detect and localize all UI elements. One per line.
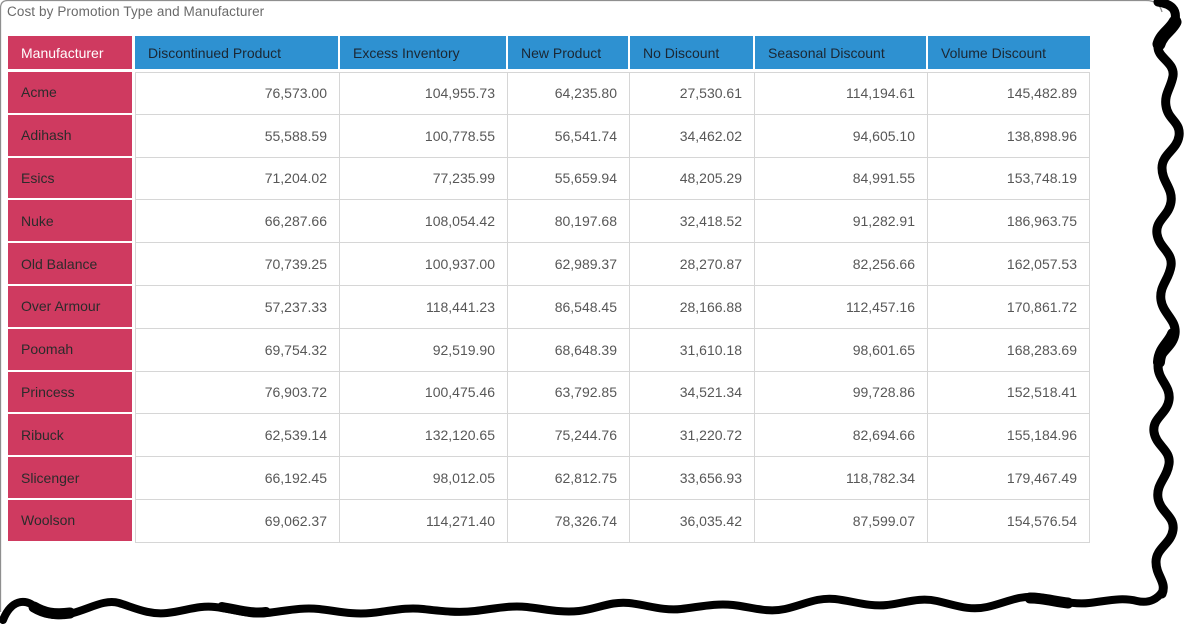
value-cell: 100,937.00 (340, 243, 508, 286)
value-cell: 66,287.66 (135, 200, 340, 244)
row-header: Nuke (8, 200, 135, 244)
value-cell: 104,955.73 (340, 72, 508, 115)
column-header: Volume Discount (928, 36, 1090, 72)
value-cell: 154,576.54 (928, 499, 1090, 543)
value-cell: 70,739.25 (135, 243, 340, 286)
value-cell: 76,573.00 (135, 72, 340, 115)
value-cell: 31,220.72 (630, 414, 755, 458)
value-cell: 55,659.94 (508, 157, 630, 201)
value-cell: 132,120.65 (340, 414, 508, 458)
value-cell: 33,656.93 (630, 457, 755, 500)
row-header: Poomah (8, 328, 135, 372)
value-cell: 145,482.89 (928, 72, 1090, 115)
value-cell: 162,057.53 (928, 243, 1090, 286)
value-cell: 186,963.75 (928, 200, 1090, 244)
value-cell: 71,204.02 (135, 157, 340, 201)
value-cell: 80,197.68 (508, 200, 630, 244)
value-cell: 78,326.74 (508, 499, 630, 543)
column-header: Seasonal Discount (755, 36, 928, 72)
value-cell: 68,648.39 (508, 328, 630, 372)
value-cell: 179,467.49 (928, 457, 1090, 500)
pivot-table: Manufacturer Discontinued Product Excess I… (8, 36, 1090, 543)
row-header: Over Armour (8, 285, 135, 329)
column-header: Excess Inventory (340, 36, 508, 72)
value-cell: 82,256.66 (755, 243, 928, 286)
value-cell: 138,898.96 (928, 114, 1090, 158)
value-cell: 34,462.02 (630, 114, 755, 158)
value-cell: 64,235.80 (508, 72, 630, 115)
value-cell: 168,283.69 (928, 328, 1090, 372)
row-header: Woolson (8, 499, 135, 543)
value-cell: 69,062.37 (135, 499, 340, 543)
value-cell: 75,244.76 (508, 414, 630, 458)
value-cell: 98,012.05 (340, 457, 508, 500)
value-cell: 62,989.37 (508, 243, 630, 286)
value-cell: 92,519.90 (340, 328, 508, 372)
column-header: New Product (508, 36, 630, 72)
value-cell: 100,778.55 (340, 114, 508, 158)
row-header: Ribuck (8, 414, 135, 458)
value-cell: 62,812.75 (508, 457, 630, 500)
value-cell: 108,054.42 (340, 200, 508, 244)
value-cell: 153,748.19 (928, 157, 1090, 201)
value-cell: 118,782.34 (755, 457, 928, 500)
value-cell: 118,441.23 (340, 285, 508, 329)
value-cell: 28,270.87 (630, 243, 755, 286)
value-cell: 114,194.61 (755, 72, 928, 115)
value-cell: 155,184.96 (928, 414, 1090, 458)
value-cell: 94,605.10 (755, 114, 928, 158)
row-header: Acme (8, 72, 135, 115)
value-cell: 48,205.29 (630, 157, 755, 201)
row-header-column-label: Manufacturer (8, 36, 135, 72)
value-cell: 114,271.40 (340, 499, 508, 543)
row-header: Princess (8, 371, 135, 415)
value-cell: 34,521.34 (630, 371, 755, 415)
value-cell: 36,035.42 (630, 499, 755, 543)
value-cell: 56,541.74 (508, 114, 630, 158)
value-cell: 66,192.45 (135, 457, 340, 500)
value-cell: 57,237.33 (135, 285, 340, 329)
row-header: Old Balance (8, 243, 135, 286)
row-header: Esics (8, 157, 135, 201)
value-cell: 76,903.72 (135, 371, 340, 415)
column-header: Discontinued Product (135, 36, 340, 72)
column-header: No Discount (630, 36, 755, 72)
value-cell: 84,991.55 (755, 157, 928, 201)
value-cell: 82,694.66 (755, 414, 928, 458)
value-cell: 152,518.41 (928, 371, 1090, 415)
value-cell: 31,610.18 (630, 328, 755, 372)
value-cell: 62,539.14 (135, 414, 340, 458)
value-cell: 112,457.16 (755, 285, 928, 329)
value-cell: 28,166.88 (630, 285, 755, 329)
value-cell: 100,475.46 (340, 371, 508, 415)
value-cell: 99,728.86 (755, 371, 928, 415)
value-cell: 170,861.72 (928, 285, 1090, 329)
row-header: Adihash (8, 114, 135, 158)
value-cell: 98,601.65 (755, 328, 928, 372)
value-cell: 69,754.32 (135, 328, 340, 372)
value-cell: 91,282.91 (755, 200, 928, 244)
value-cell: 86,548.45 (508, 285, 630, 329)
page-title: Cost by Promotion Type and Manufacturer (7, 4, 265, 19)
value-cell: 32,418.52 (630, 200, 755, 244)
value-cell: 87,599.07 (755, 499, 928, 543)
value-cell: 55,588.59 (135, 114, 340, 158)
value-cell: 63,792.85 (508, 371, 630, 415)
value-cell: 77,235.99 (340, 157, 508, 201)
row-header: Slicenger (8, 457, 135, 500)
value-cell: 27,530.61 (630, 72, 755, 115)
